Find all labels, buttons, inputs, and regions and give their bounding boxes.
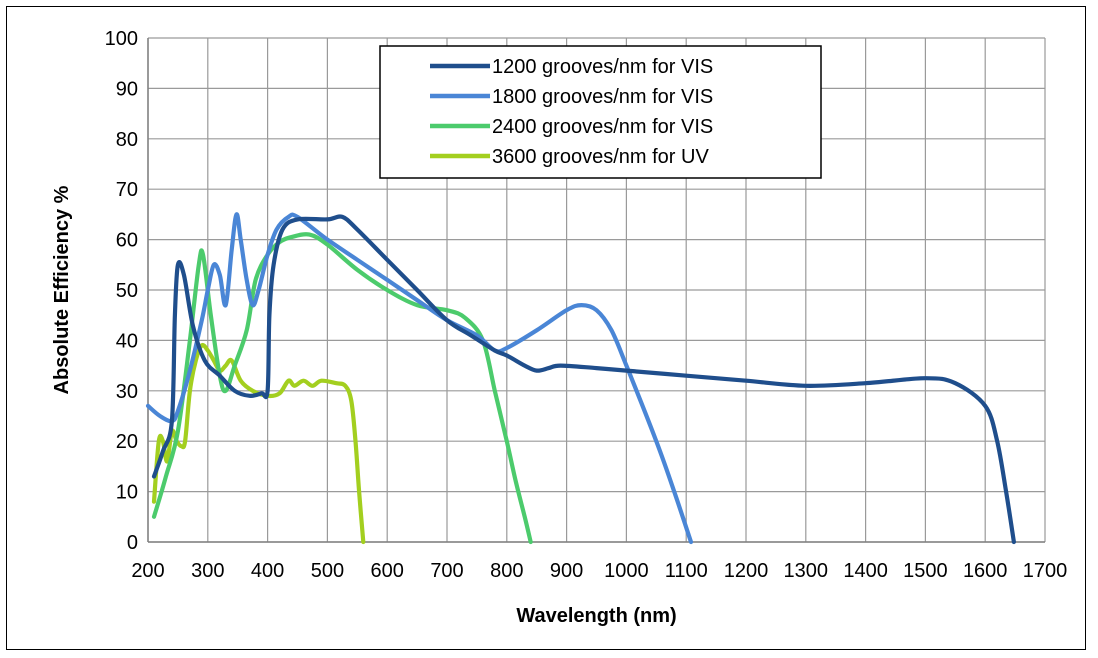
x-tick-label: 1100 (665, 560, 708, 582)
y-tick-label: 70 (116, 179, 138, 201)
x-tick-label: 700 (430, 560, 463, 582)
series-1800-vis-line (145, 212, 694, 545)
legend-label: 1200 grooves/nm for VIS (492, 56, 713, 78)
x-tick-label: 1300 (784, 560, 829, 582)
legend-label: 2400 grooves/nm for VIS (492, 116, 713, 138)
x-tick-label: 500 (311, 560, 344, 582)
legend-label: 3600 grooves/nm for UV (492, 146, 709, 168)
y-tick-label: 30 (116, 381, 138, 403)
x-tick-label: 600 (371, 560, 404, 582)
legend-label: 1800 grooves/nm for VIS (492, 86, 713, 108)
y-axis-label: Absolute Efficiency % (51, 185, 73, 394)
x-tick-label: 900 (550, 560, 583, 582)
y-tick-label: 20 (116, 431, 138, 453)
x-tick-label: 1700 (1023, 560, 1068, 582)
x-tick-label: 400 (251, 560, 284, 582)
x-tick-label: 1000 (604, 560, 649, 582)
y-tick-label: 90 (116, 78, 138, 100)
y-tick-label: 10 (116, 482, 138, 504)
y-tick-label: 50 (116, 280, 138, 302)
x-tick-label: 200 (131, 560, 164, 582)
x-tick-label: 1400 (843, 560, 888, 582)
x-tick-label: 800 (490, 560, 523, 582)
x-tick-label: 300 (191, 560, 224, 582)
series-2400-vis-line (151, 232, 533, 545)
y-tick-label: 80 (116, 129, 138, 151)
x-tick-label: 1200 (724, 560, 769, 582)
y-tick-label: 100 (105, 28, 138, 50)
x-axis-label: Wavelength (nm) (516, 605, 676, 627)
series-1200-vis-line (151, 214, 1016, 545)
y-tick-label: 40 (116, 330, 138, 352)
x-tick-label: 1500 (903, 560, 948, 582)
y-tick-label: 0 (127, 532, 138, 554)
x-tick-label: 1600 (963, 560, 1008, 582)
y-tick-label: 60 (116, 230, 138, 252)
